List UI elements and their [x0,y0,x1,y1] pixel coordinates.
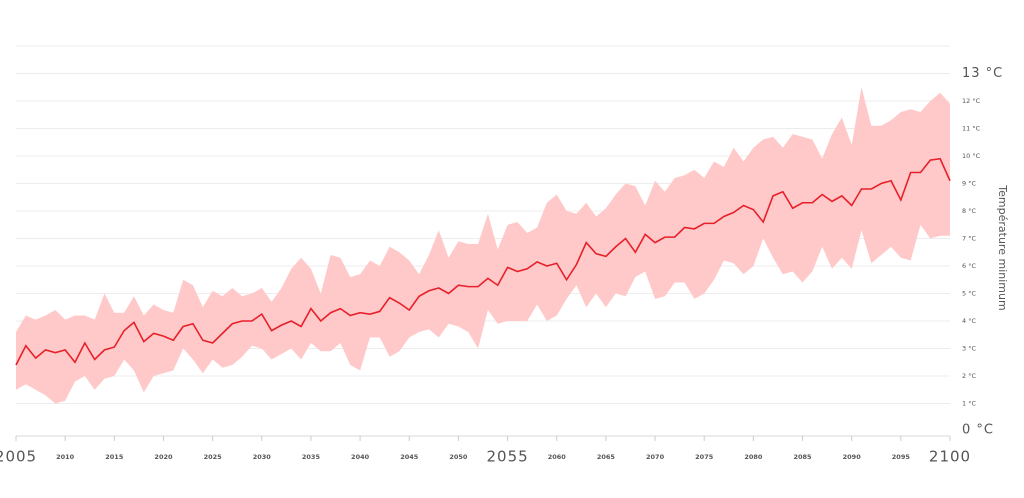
x-tick-label: 2030 [253,453,272,461]
y-tick-label: 3 °C [962,345,976,353]
y-tick-label: 10 °C [962,152,981,160]
y-tick-label: 7 °C [962,235,976,243]
x-tick-label: 2025 [204,453,223,461]
x-tick-label: 2020 [154,453,173,461]
x-tick-label: 2005 [0,448,37,466]
x-tick-label: 2040 [351,453,370,461]
x-tick-label: 2050 [449,453,468,461]
y-tick-label: 6 °C [962,262,976,270]
x-tick-label: 2055 [486,448,528,466]
y-tick-label: 11 °C [962,125,981,133]
y-tick-label: 9 °C [962,180,976,188]
y-tick-label: 1 °C [962,400,976,408]
x-tick-label: 2065 [597,453,616,461]
line [15,157,951,366]
x-tick-label: 2090 [843,453,862,461]
y-axis-title: Température minimum [996,184,1009,310]
x-tick-label: 2075 [695,453,714,461]
x-tick-label: 2095 [892,453,911,461]
x-tick-label: 2070 [646,453,665,461]
range-band [16,87,950,404]
y-tick-label: 5 °C [962,290,976,298]
y-tick-label: 2 °C [962,372,976,380]
x-tick-label: 2100 [929,448,971,466]
x-tick-label: 2035 [302,453,321,461]
x-tick-label: 2060 [548,453,567,461]
x-tick-label: 2045 [400,453,419,461]
y-tick-label: 0 °C [962,423,994,438]
y-tick-label: 12 °C [962,97,981,105]
y-tick-label: 4 °C [962,317,976,325]
y-tick-label: 8 °C [962,207,976,215]
x-tick-label: 2010 [56,453,75,461]
y-tick-label: 13 °C [962,66,1003,81]
x-tick-label: 2085 [793,453,812,461]
x-tick-label: 2080 [744,453,763,461]
x-tick-label: 2015 [105,453,124,461]
